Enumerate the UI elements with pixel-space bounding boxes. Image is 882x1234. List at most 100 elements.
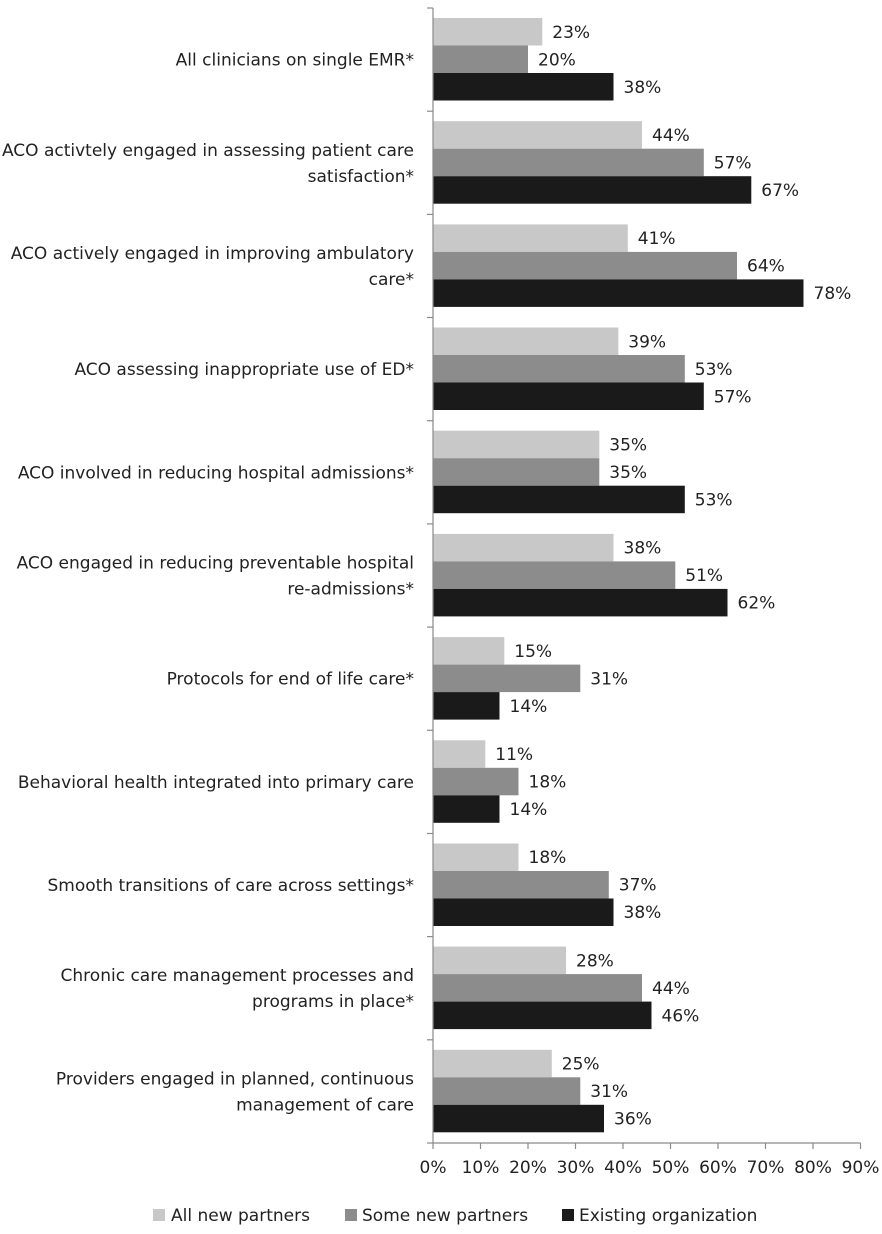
data-label: 62% [738,594,776,614]
data-label: 38% [624,539,662,559]
data-label: 14% [510,800,548,820]
bar-all-new-partners [433,121,642,149]
bar-some-new-partners [433,458,600,486]
category-label: ACO actively engaged in improving ambula… [11,244,414,264]
data-label: 31% [590,1082,628,1102]
bar-all-new-partners [433,740,486,768]
data-label: 44% [652,126,690,146]
bar-some-new-partners [433,355,685,383]
x-tick-label: 40% [604,1158,642,1178]
data-label: 44% [652,979,690,999]
category-label: programs in place* [252,992,414,1012]
category-label: ACO engaged in reducing preventable hosp… [17,554,414,574]
data-label: 31% [590,669,628,689]
data-label: 18% [529,773,567,793]
category-label: Providers engaged in planned, continuous [56,1069,414,1089]
data-label: 37% [619,876,657,896]
category-label: satisfaction* [308,167,414,187]
bar-existing-organization [433,1104,604,1133]
bar-all-new-partners [433,637,505,665]
bar-existing-organization [433,692,500,720]
bar-existing-organization [433,485,685,514]
bar-all-new-partners [433,946,566,975]
bar-existing-organization [433,588,728,617]
bar-all-new-partners [433,533,614,562]
bar-all-new-partners [433,327,619,355]
category-label: re-admissions* [287,580,414,600]
bar-existing-organization [433,382,704,410]
data-label: 23% [552,23,590,43]
legend-label: Some new partners [362,1206,528,1226]
data-label: 53% [695,491,733,511]
data-label: 28% [576,951,614,971]
legend-swatch-all-new-partners [153,1209,165,1221]
data-label: 20% [538,50,576,70]
x-tick-label: 50% [652,1158,690,1178]
x-tick-label: 70% [747,1158,785,1178]
data-label: 39% [628,332,666,352]
bar-some-new-partners [433,45,528,73]
data-label: 57% [714,153,752,173]
x-tick-label: 0% [420,1158,447,1178]
bar-all-new-partners [433,1049,552,1078]
data-label: 46% [662,1006,700,1026]
category-label: Smooth transitions of care across settin… [48,876,414,896]
data-label: 11% [495,745,533,765]
bar-existing-organization [433,176,752,204]
bar-existing-organization [433,279,804,307]
category-label: Behavioral health integrated into primar… [18,773,414,793]
legend-label: All new partners [171,1206,310,1226]
data-label: 38% [624,78,662,98]
legend-swatch-existing-organization [562,1209,574,1221]
data-label: 14% [510,697,548,717]
data-label: 57% [714,387,752,407]
category-label: ACO activtely engaged in assessing patie… [2,141,414,161]
data-label: 64% [747,257,785,277]
bar-all-new-partners [433,430,600,459]
data-label: 18% [529,848,567,868]
bar-some-new-partners [433,1077,581,1105]
data-label: 38% [624,903,662,923]
data-label: 41% [638,229,676,249]
bar-some-new-partners [433,148,704,177]
x-tick-label: 90% [842,1158,880,1178]
bar-some-new-partners [433,561,676,589]
category-label: management of care [236,1095,414,1115]
x-tick-label: 60% [699,1158,737,1178]
bar-some-new-partners [433,664,581,693]
data-label: 53% [695,360,733,380]
data-label: 67% [761,181,799,201]
x-tick-label: 30% [557,1158,595,1178]
data-label: 35% [609,463,647,483]
bar-some-new-partners [433,974,642,1002]
x-tick-label: 10% [462,1158,500,1178]
category-label: All clinicians on single EMR* [176,51,414,71]
x-tick-label: 80% [794,1158,832,1178]
legend-swatch-some-new-partners [345,1209,357,1221]
bar-existing-organization [433,73,614,101]
data-label: 15% [514,642,552,662]
category-label: Chronic care management processes and [61,966,414,986]
bar-some-new-partners [433,767,519,796]
bar-existing-organization [433,1001,652,1030]
bar-all-new-partners [433,18,543,46]
data-label: 36% [614,1110,652,1130]
data-label: 78% [814,284,852,304]
bar-some-new-partners [433,251,737,280]
bar-existing-organization [433,795,500,823]
bar-existing-organization [433,898,614,926]
category-label: ACO involved in reducing hospital admiss… [18,463,414,483]
category-label: Protocols for end of life care* [167,670,414,690]
category-label: care* [369,270,414,290]
x-tick-label: 20% [509,1158,547,1178]
data-label: 35% [609,436,647,456]
data-label: 25% [562,1055,600,1075]
bar-all-new-partners [433,843,519,871]
legend-label: Existing organization [579,1206,757,1226]
bar-some-new-partners [433,871,609,899]
bar-all-new-partners [433,224,628,252]
data-label: 51% [685,566,723,586]
category-label: ACO assessing inappropriate use of ED* [74,360,414,380]
